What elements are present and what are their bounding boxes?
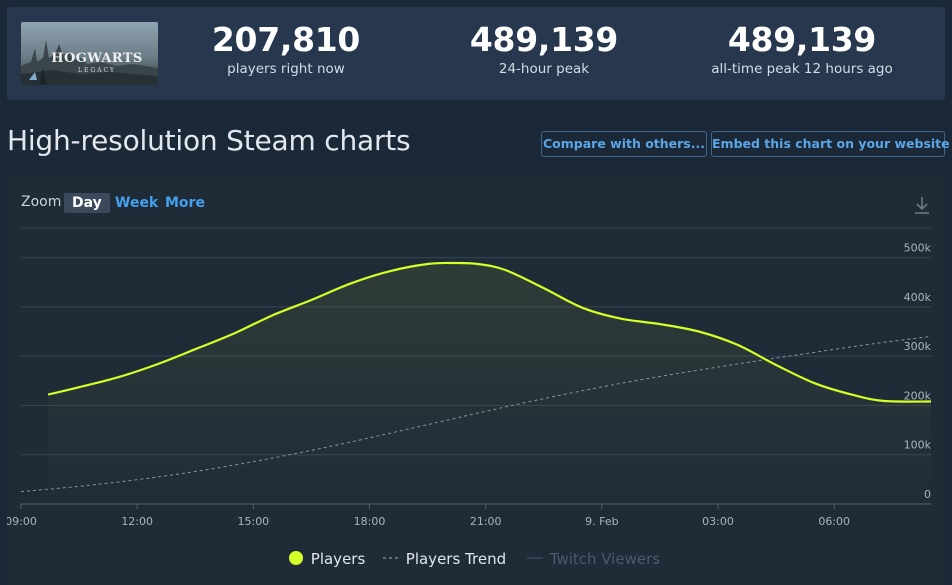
- stat-24h-peak: 489,139 24-hour peak: [452, 20, 636, 78]
- legend-players[interactable]: Players: [288, 550, 365, 568]
- players-trend-line: [20, 335, 932, 493]
- trend-dash-icon: [383, 557, 399, 559]
- current-players-label: players right now: [227, 61, 345, 77]
- all-time-peak-value: 489,139: [727, 20, 877, 59]
- legend-players-label: Players: [310, 550, 366, 568]
- x-tick-label: 21:00: [470, 515, 502, 528]
- players-marker-icon: [289, 551, 303, 565]
- x-tick-label: 06:00: [818, 515, 850, 528]
- zoom-controls: Zoom Day Week More: [21, 193, 205, 213]
- legend-twitch-label: Twitch Viewers: [549, 550, 661, 568]
- players-area: [48, 262, 932, 504]
- players-line[interactable]: [47, 261, 932, 403]
- chart-panel: Zoom Day Week More 0 100k 200k 300k 400k 500k…: [7, 175, 945, 585]
- compare-button[interactable]: Compare with others...: [541, 131, 707, 157]
- twitch-line-icon: [527, 557, 543, 559]
- logo-subtitle: LEGACY: [78, 67, 116, 74]
- peak-24h-value: 489,139: [469, 20, 619, 59]
- stat-current-players: 207,810 players right now: [194, 20, 378, 78]
- y-tick-label: 300k: [904, 340, 932, 353]
- y-axis-ticks: 0 100k 200k 300k 400k 500k: [904, 242, 932, 501]
- y-tick-label: 200k: [904, 389, 932, 402]
- zoom-more-button[interactable]: More: [165, 195, 205, 211]
- logo-title: HOGWARTS: [51, 51, 142, 66]
- game-thumbnail[interactable]: HOGWARTS LEGACY: [21, 22, 158, 85]
- legend-twitch-viewers[interactable]: Twitch Viewers: [527, 550, 660, 568]
- legend-players-trend[interactable]: Players Trend: [383, 550, 506, 568]
- x-tick-label: 12:00: [121, 515, 153, 528]
- stats-bar: HOGWARTS LEGACY 207,810 players right no…: [7, 7, 945, 100]
- stat-all-time-peak: 489,139 all-time peak 12 hours ago: [692, 20, 912, 78]
- zoom-week-button[interactable]: Week: [115, 195, 159, 211]
- embed-chart-button[interactable]: Embed this chart on your website: [711, 131, 950, 157]
- download-icon[interactable]: [913, 195, 931, 219]
- legend-trend-label: Players Trend: [405, 550, 507, 568]
- page-title: High-resolution Steam charts: [7, 124, 411, 157]
- x-tick-label: 18:00: [354, 515, 386, 528]
- y-tick-label: 500k: [904, 242, 932, 255]
- x-axis-ticks: 09:00 12:00 15:00 18:00 21:00 9. Feb 03:00 06:0…: [7, 504, 850, 528]
- series-lines: [20, 261, 932, 493]
- x-tick-label: 03:00: [702, 515, 734, 528]
- x-tick-label: 15:00: [237, 515, 269, 528]
- y-tick-label: 100k: [904, 439, 932, 452]
- zoom-day-button[interactable]: Day: [64, 193, 110, 213]
- hogwarts-legacy-logo: HOGWARTS LEGACY: [21, 22, 158, 85]
- y-tick-label: 400k: [904, 291, 932, 304]
- all-time-peak-label: all-time peak 12 hours ago: [711, 61, 893, 77]
- peak-24h-label: 24-hour peak: [498, 61, 590, 77]
- chart-legend: Players Players Trend Twitch Viewers: [7, 550, 945, 570]
- current-players-value: 207,810: [211, 20, 361, 59]
- x-tick-label: 9. Feb: [585, 515, 618, 528]
- zoom-label: Zoom: [21, 194, 62, 210]
- players-area-fill: [48, 262, 932, 504]
- players-chart: 0 100k 200k 300k 400k 500k 09:00 12:00 15:00 18:…: [7, 227, 932, 528]
- y-tick-label: 0: [924, 488, 931, 501]
- x-tick-label: 09:00: [7, 515, 37, 528]
